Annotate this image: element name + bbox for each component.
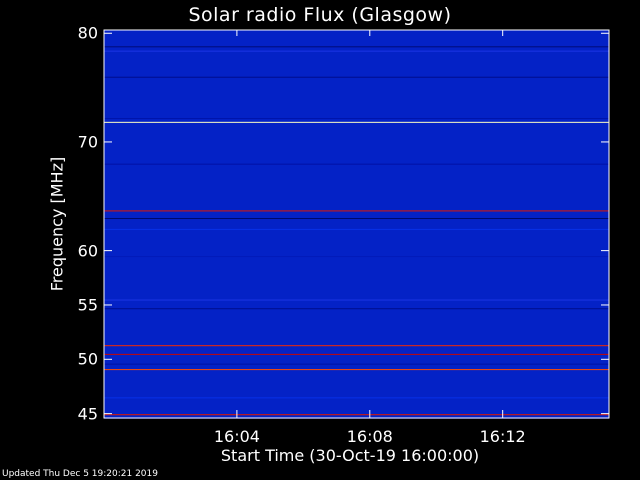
heatmap-band (104, 206, 609, 208)
y-tick-label: 60 (77, 241, 98, 261)
plot-area (104, 30, 609, 419)
heatmap-band (104, 121, 609, 123)
axis-ticks (104, 30, 609, 418)
y-tick-label: 55 (77, 295, 98, 315)
y-tick-label: 80 (77, 23, 98, 43)
heatmap-band (104, 414, 609, 416)
heatmap-band (104, 218, 609, 220)
x-tick-label: 16:04 (213, 427, 260, 446)
heatmap-background (104, 30, 609, 418)
heatmap-band (104, 397, 609, 399)
heatmap-band (104, 228, 609, 230)
x-tick-label: 16:08 (346, 427, 393, 446)
heatmap-band (104, 369, 609, 371)
heatmap-band (104, 256, 609, 258)
x-tick-label: 16:12 (479, 427, 526, 446)
y-tick-label: 50 (77, 349, 98, 369)
heatmap-band (104, 46, 609, 48)
heatmap-band (104, 308, 609, 310)
y-axis-label: Frequency [MHz] (47, 156, 67, 292)
heatmap-band (104, 50, 609, 52)
chart-title: Solar radio Flux (Glasgow) (188, 4, 452, 26)
heatmap-band (104, 76, 609, 78)
heatmap-band (104, 363, 609, 365)
heatmap-band (104, 345, 609, 347)
updated-timestamp: Updated Thu Dec 5 19:20:21 2019 (2, 469, 158, 479)
y-tick-label: 45 (77, 404, 98, 424)
heatmap-band (104, 118, 609, 120)
heatmap-band (104, 353, 609, 355)
plot-frame (103, 29, 610, 419)
heatmap-band (104, 299, 609, 301)
heatmap-band (104, 210, 609, 212)
x-axis-label: Start Time (30-Oct-19 16:00:00) (220, 446, 480, 465)
heatmap-band (104, 163, 609, 165)
y-tick-label: 70 (77, 132, 98, 152)
